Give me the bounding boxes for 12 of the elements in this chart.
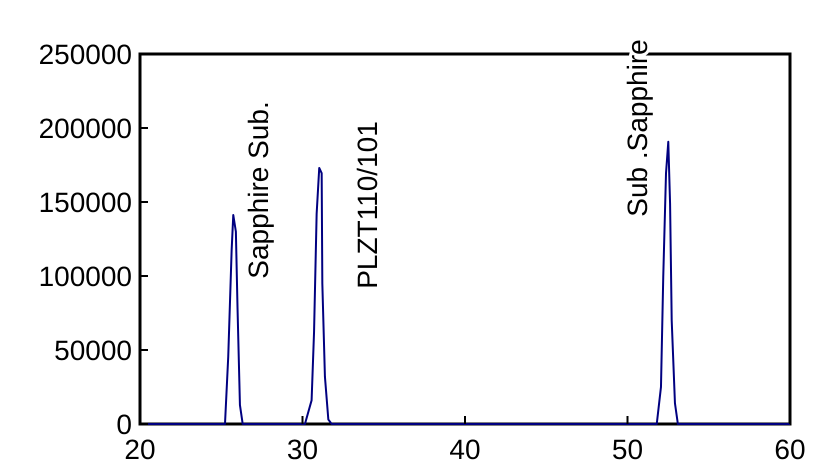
annotation: Sub .Sapphire: [622, 39, 653, 217]
y-tick-label: 100000: [38, 260, 132, 292]
y-tick-label: 250000: [38, 38, 132, 70]
annotation: PLZT110/101: [352, 121, 383, 289]
x-tick-label: 40: [449, 434, 481, 465]
x-tick-label: 50: [612, 434, 644, 465]
annotation: Sapphire Sub.: [242, 101, 274, 279]
x-tick-label: 30: [286, 434, 318, 465]
y-tick-label: 50000: [54, 334, 132, 366]
x-tick-label: 60: [774, 434, 806, 465]
y-tick-label: 150000: [38, 186, 132, 218]
y-tick-label: 200000: [38, 112, 132, 144]
